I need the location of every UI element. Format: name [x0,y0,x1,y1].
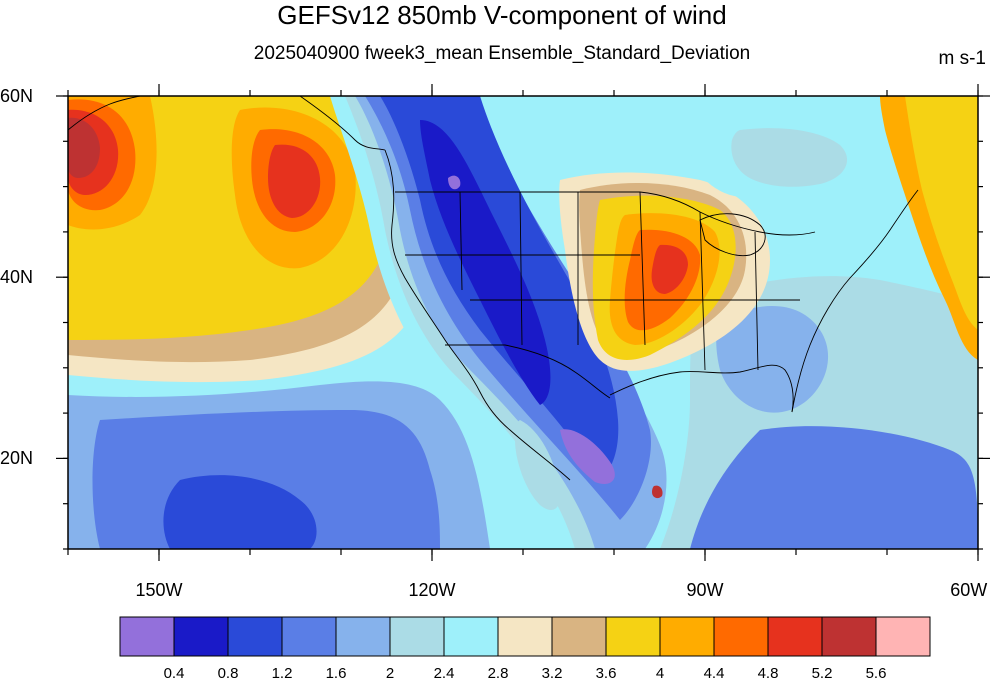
wind-std-field [68,96,978,549]
colorbar-bin [119,616,175,657]
contour-southeast-blue [716,306,829,413]
y-tick-label: 40N [0,267,34,288]
colorbar-bin [605,616,661,657]
colorbar-bin [821,616,877,657]
contour-canada-lightblue [731,128,848,187]
colorbar-level-label: 4 [655,665,665,682]
y-tick-label: 60N [0,86,34,106]
units-label: m s-1 [938,48,987,69]
x-tick-label: 150W [135,580,183,600]
x-tick-label: 120W [408,580,456,600]
colorbar-bin [389,616,445,657]
contour-red-north-pacific [268,144,321,218]
contour-pacific-south-deepest [163,475,317,549]
colorbar-level-label: 4.4 [703,665,725,682]
west-coast-line [384,149,571,481]
colorbar-bin [767,616,823,657]
contour-hot-spot-gulf [652,485,663,499]
contour-purple-patch-north [448,175,461,190]
great-lakes-outline [699,213,766,257]
contour-plains-red [651,244,688,294]
y-tick-label: 20N [0,448,34,469]
colorbar-level-label: 4.8 [757,665,779,682]
contour-purple-patch-south [560,429,615,485]
coastlines-and-borders [68,96,919,481]
colorbar-level-label: 5.2 [811,665,833,682]
east-coast-line [791,189,919,413]
colorbar-bin [281,616,337,657]
colorbar-level-label: 5.6 [865,665,887,682]
colorbar-bin [713,616,769,657]
colorbar [119,616,931,657]
colorbar-bin [875,616,931,657]
alaska-coast-line [68,96,141,131]
canada-coast-line [299,96,386,151]
colorbar-bin [659,616,715,657]
contour-atlantic-yellow [905,96,978,330]
colorbar-bin [497,616,553,657]
axis-ticks [56,84,990,561]
colorbar-bin [443,616,499,657]
contour-darkest-blue-corridor [420,120,551,405]
colorbar-level-label: 1.6 [325,665,347,682]
x-tick-label: 60W [950,580,988,600]
colorbar-level-label: 3.6 [595,665,617,682]
contour-pacific-lightblue-tongue [515,420,561,510]
state-lines-west [405,191,700,346]
chart-title: GEFSv12 850mb V-component of wind [277,0,727,30]
colorbar-level-label: 2.4 [433,665,455,682]
colorbar-level-label: 2.8 [487,665,509,682]
us-mexico-border [445,344,611,399]
gulf-coast-line [609,364,794,413]
colorbar-bin [551,616,607,657]
us-canada-border [395,191,816,236]
x-tick-label: 90W [686,580,724,600]
colorbar-level-label: 3.2 [541,665,563,682]
colorbar-bin [335,616,391,657]
colorbar-level-label: 1.2 [271,665,293,682]
colorbar-level-label: 0.8 [217,665,239,682]
state-lines-central [639,191,800,371]
colorbar-bin [227,616,283,657]
colorbar-level-label: 2 [385,665,395,682]
colorbar-level-label: 0.4 [163,665,185,682]
contour-caribbean-blue [690,426,978,549]
chart-subtitle: 2025040900 fweek3_mean Ensemble_Standard… [253,43,751,64]
colorbar-bin [173,616,229,657]
contour-darkred-gulf-alaska [68,117,100,178]
